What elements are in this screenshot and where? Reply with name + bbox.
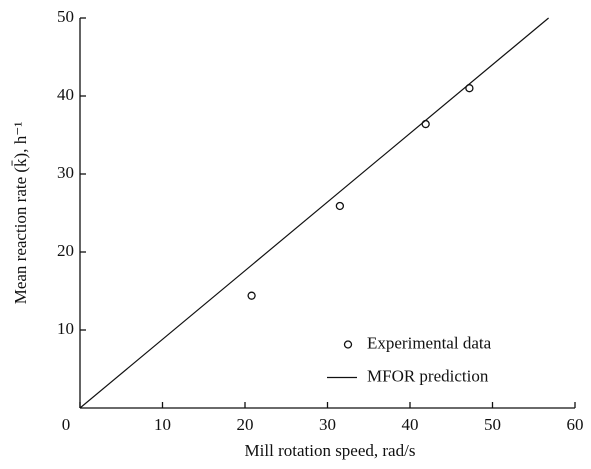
y-tick-label: 40 [57,85,74,104]
y-tick-label: 20 [57,241,74,260]
y-tick-label: 30 [57,163,74,182]
legend-marker [343,340,353,349]
x-tick-label: 30 [319,415,336,434]
data-point [465,84,474,93]
y-tick-label: 50 [57,7,74,26]
x-tick-label: 20 [237,415,254,434]
x-tick-label: 60 [567,415,584,434]
x-tick-label: 0 [62,415,71,434]
x-tick-label: 40 [402,415,419,434]
data-point [335,201,345,211]
legend-label: MFOR prediction [367,366,489,385]
legend-label: Experimental data [367,333,492,352]
y-tick-label: 10 [57,319,74,338]
data-point [247,291,256,300]
prediction-line [79,17,549,409]
x-tick-label: 50 [484,415,501,434]
y-axis-label: Mean reaction rate (k̄), h⁻¹ [11,122,30,305]
x-tick-label: 10 [154,415,171,434]
x-axis-label: Mill rotation speed, rad/s [245,441,416,460]
